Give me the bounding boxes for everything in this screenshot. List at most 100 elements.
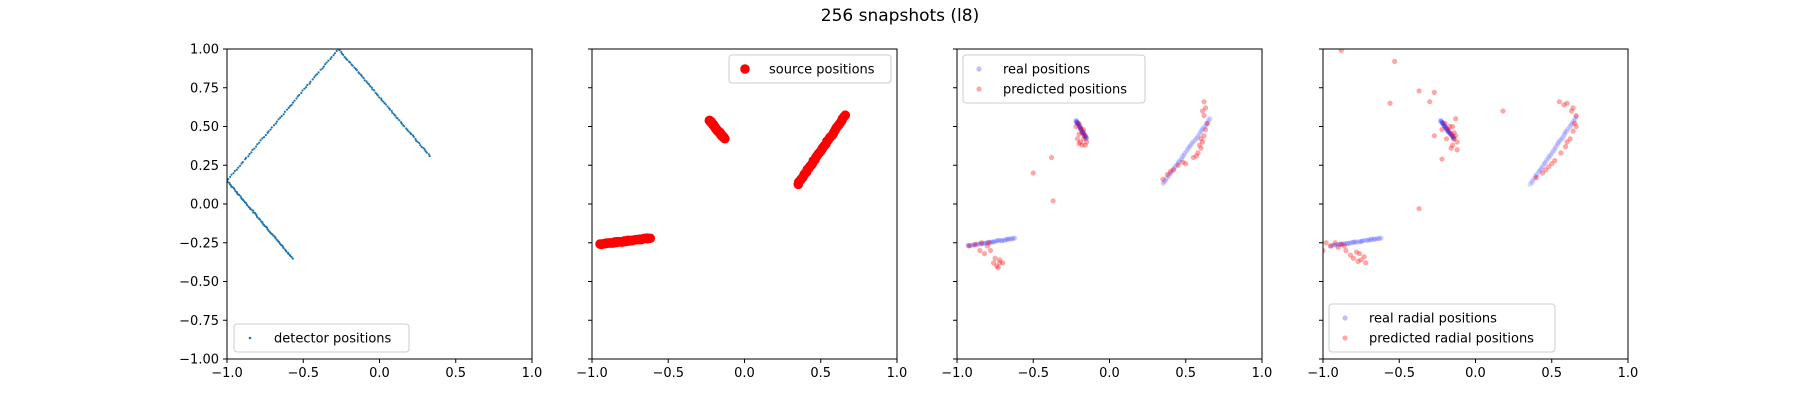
data-point [1550,147,1557,154]
data-point [980,240,986,247]
data-point [308,82,311,85]
data-point [346,58,349,61]
data-point [1564,139,1570,145]
data-point [1451,136,1457,142]
data-point [1453,116,1459,122]
data-point [1175,162,1181,168]
x-tick-label: −0.5 [1017,366,1049,381]
data-point [1200,125,1206,131]
data-point [1009,236,1015,242]
data-point [380,97,383,100]
x-tick-label: 0.0 [1465,366,1486,381]
legend-label: predicted positions [1003,83,1127,98]
data-point [291,101,295,104]
data-point [1328,243,1334,249]
data-point [322,65,325,68]
data-point [406,128,409,131]
data-point [1075,121,1081,127]
data-point [1573,113,1579,119]
data-point [290,103,293,106]
data-point [279,116,282,119]
data-point [1337,241,1343,247]
data-point [1076,131,1082,137]
y-tick-label: −0.25 [179,236,219,251]
data-point [1439,156,1445,162]
data-point [983,240,989,246]
data-point [1203,121,1209,128]
data-point [1190,154,1196,161]
data-point [1548,152,1554,158]
data-point [290,255,293,259]
data-point [998,238,1005,244]
data-point [285,108,289,111]
data-point [1451,135,1457,141]
data-point [283,110,286,113]
data-point [1202,127,1209,133]
x-tick-label: 0.0 [734,366,755,381]
data-point [997,260,1003,266]
data-point [1172,163,1179,169]
data-point [978,240,985,246]
data-point [1351,239,1357,245]
data-point [1567,124,1573,130]
data-point [1368,237,1374,243]
data-point [1558,136,1565,142]
data-point [1527,181,1533,187]
data-point [306,83,309,87]
data-point [232,172,235,175]
data-point [1160,180,1166,187]
data-point [1365,237,1371,244]
legend-marker [976,66,982,72]
data-point [254,145,258,148]
data-point [282,113,285,116]
x-tick-label: −1.0 [211,366,243,381]
data-point [1449,133,1455,139]
data-point [1074,136,1081,142]
data-point [363,79,366,82]
data-point [1562,144,1569,150]
data-point [358,72,361,75]
data-point [984,243,991,249]
data-point [1568,108,1575,114]
data-point [1438,118,1444,125]
data-point [965,242,971,249]
data-point [1358,238,1365,244]
data-point [315,73,319,76]
data-point [250,151,253,154]
data-point [1562,130,1568,136]
legend-box [728,54,892,84]
data-point [1170,167,1177,173]
data-point [267,130,270,133]
data-point [1540,170,1546,176]
data-point [1416,88,1422,94]
data-point [1542,160,1548,166]
data-point [1353,249,1360,255]
data-point [367,83,371,86]
x-tick-label: −1.0 [941,366,973,381]
data-point [369,85,372,88]
data-point [973,242,979,248]
data-point [1338,241,1344,247]
data-point [1446,123,1453,130]
data-point [1341,243,1347,249]
data-point [1358,257,1364,263]
data-point [1356,239,1362,245]
x-tick-label: 0.5 [1175,366,1196,381]
data-point [1207,115,1213,122]
data-point [1543,157,1550,163]
data-point [1198,136,1204,142]
data-point [1392,58,1398,64]
data-point [1077,124,1083,130]
data-point [253,147,256,150]
data-point [229,175,232,179]
x-tick-label: 1.0 [1618,366,1639,381]
data-point [293,99,296,102]
data-point [1329,242,1335,248]
data-point [987,247,994,254]
data-point [992,238,999,244]
axes-frame [226,48,533,360]
data-point [324,63,327,66]
data-point [1439,119,1445,125]
data-point [972,241,978,247]
